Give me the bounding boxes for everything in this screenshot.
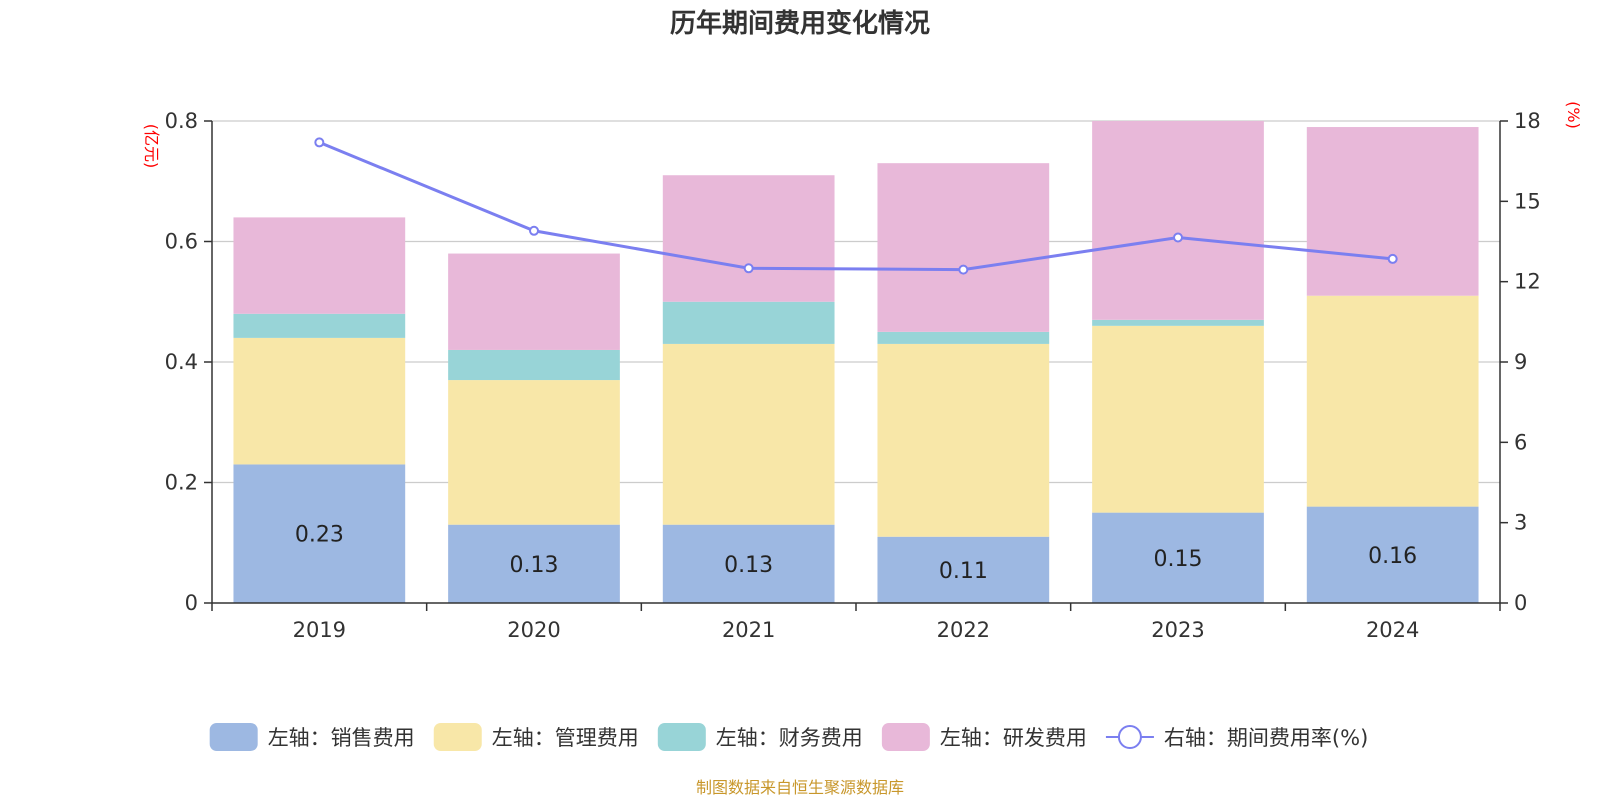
x-tick-label: 2022 bbox=[937, 618, 990, 642]
right-tick-label: 12 bbox=[1514, 270, 1541, 294]
left-tick-label: 0.6 bbox=[165, 230, 198, 254]
bar-segment-2021-s1[interactable] bbox=[662, 343, 835, 525]
legend-label[interactable]: 左轴：研发费用 bbox=[940, 726, 1087, 750]
rate-point-2020[interactable] bbox=[529, 225, 539, 236]
bar-segment-2019-s3[interactable] bbox=[233, 217, 406, 314]
bar-segment-2023-s2[interactable] bbox=[1092, 319, 1264, 326]
legend[interactable]: 左轴：销售费用 左轴：管理费用 左轴：财务费用 左轴：研发费用 右轴：期间费用率(%) bbox=[209, 723, 1369, 751]
rate-point-2023[interactable] bbox=[1173, 232, 1183, 243]
right-tick-label: 3 bbox=[1514, 511, 1527, 535]
rate-point-2024[interactable] bbox=[1387, 253, 1398, 264]
legend-label[interactable]: 左轴：财务费用 bbox=[716, 726, 863, 750]
bar-segment-2021-s2[interactable] bbox=[662, 301, 835, 344]
right-tick-label: 9 bbox=[1514, 350, 1527, 374]
bar-segment-2019-s2[interactable] bbox=[233, 313, 406, 338]
bar-value-label: 0.15 bbox=[1154, 547, 1203, 572]
legend-swatch[interactable] bbox=[209, 723, 258, 751]
bar-value-label: 0.11 bbox=[939, 559, 988, 584]
legend-label[interactable]: 左轴：管理费用 bbox=[492, 726, 639, 750]
legend-swatch[interactable] bbox=[881, 723, 930, 751]
bar-segment-2021-s3[interactable] bbox=[662, 175, 835, 302]
left-axis-unit: (亿元) bbox=[142, 124, 161, 169]
rate-line bbox=[318, 141, 1393, 272]
bar-segment-2020-s0[interactable] bbox=[448, 524, 620, 603]
bar-segment-2024-s3[interactable] bbox=[1306, 127, 1479, 296]
gridlines bbox=[212, 120, 1500, 484]
legend-label[interactable]: 左轴：销售费用 bbox=[268, 726, 415, 750]
bar-value-label: 0.13 bbox=[724, 553, 773, 578]
bar-series bbox=[233, 121, 1479, 603]
legend-marker-icon[interactable] bbox=[1117, 725, 1142, 749]
bar-segment-2022-s1[interactable] bbox=[877, 343, 1050, 537]
chart-title: 历年期间费用变化情况 bbox=[670, 8, 930, 39]
bar-segment-2024-s0[interactable] bbox=[1306, 506, 1479, 603]
left-tick-label: 0.4 bbox=[165, 350, 198, 374]
source-note: 制图数据来自恒生聚源数据库 bbox=[696, 778, 904, 797]
bar-segment-2023-s3[interactable] bbox=[1092, 121, 1264, 320]
bar-value-label: 0.13 bbox=[510, 553, 559, 578]
bar-value-label: 0.23 bbox=[295, 523, 344, 548]
x-tick-label: 2020 bbox=[507, 618, 560, 642]
bar-segment-2022-s3[interactable] bbox=[877, 163, 1050, 332]
x-tick-label: 2024 bbox=[1366, 618, 1419, 642]
x-tick-label: 2019 bbox=[293, 618, 346, 642]
bar-segment-2020-s3[interactable] bbox=[448, 253, 620, 350]
left-tick-label: 0.2 bbox=[165, 471, 198, 495]
bar-segment-2023-s0[interactable] bbox=[1092, 512, 1264, 603]
legend-swatch[interactable] bbox=[433, 723, 482, 751]
bar-segment-2023-s1[interactable] bbox=[1092, 325, 1264, 513]
right-tick-label: 18 bbox=[1514, 109, 1541, 133]
legend-label[interactable]: 右轴：期间费用率(%) bbox=[1164, 726, 1368, 750]
right-tick-label: 15 bbox=[1514, 189, 1541, 213]
bar-segment-2019-s1[interactable] bbox=[233, 337, 406, 465]
bar-segment-2024-s1[interactable] bbox=[1306, 295, 1479, 507]
right-tick-label: 6 bbox=[1514, 430, 1527, 454]
legend-swatch[interactable] bbox=[657, 723, 706, 751]
rate-point-2019[interactable] bbox=[314, 137, 325, 148]
right-axis-unit: (%) bbox=[1564, 101, 1583, 129]
bar-segment-2019-s0[interactable] bbox=[233, 464, 406, 603]
bar-segment-2020-s1[interactable] bbox=[448, 380, 620, 525]
rate-point-2022[interactable] bbox=[958, 264, 969, 275]
x-tick-label: 2021 bbox=[722, 618, 775, 642]
bar-labels: 0.23 0.13 0.13 0.11 0.15 0.16 bbox=[295, 523, 1417, 584]
bar-value-label: 0.16 bbox=[1368, 544, 1417, 569]
bar-segment-2022-s0[interactable] bbox=[877, 536, 1050, 603]
axes: 0 0.2 0.4 0.6 0.8 0 3 6 9 12 15 18 2019 2020 2021 2022 2… bbox=[165, 109, 1541, 642]
bar-segment-2021-s0[interactable] bbox=[662, 524, 835, 603]
rate-point-2021[interactable] bbox=[743, 263, 754, 274]
left-tick-label: 0 bbox=[185, 591, 198, 615]
rate-line-series bbox=[314, 137, 1398, 275]
bar-segment-2022-s2[interactable] bbox=[877, 331, 1050, 344]
bar-segment-2020-s2[interactable] bbox=[448, 349, 620, 381]
x-tick-label: 2023 bbox=[1151, 618, 1204, 642]
left-tick-label: 0.8 bbox=[165, 109, 198, 133]
right-tick-label: 0 bbox=[1514, 591, 1527, 615]
